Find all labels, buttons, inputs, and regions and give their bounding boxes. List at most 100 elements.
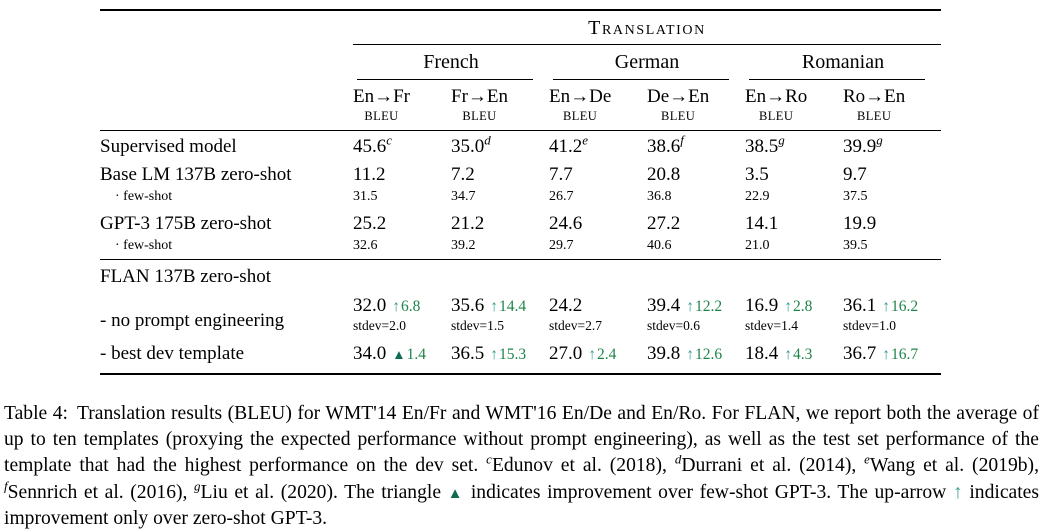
up-arrow-icon: ↑ (686, 346, 694, 364)
table-row-base-lm-zero-shot: Base LM 137B zero-shot 11.2 7.2 7.7 20.8… (100, 161, 941, 189)
metric-label: BLEU (563, 108, 598, 123)
reference-superscript: e (864, 451, 870, 467)
up-arrow-icon: ↑ (490, 297, 498, 315)
bleu-value: 40.6 (647, 238, 672, 254)
column-header: Ro→En BLEU (843, 85, 941, 124)
bleu-value: 36.5 (451, 343, 485, 365)
reference-superscript: f (680, 132, 684, 148)
bleu-value: 35.6 (451, 294, 485, 316)
up-arrow-icon: ↑ (784, 346, 792, 364)
direction-label: Fr→En (451, 86, 508, 107)
bleu-value: 19.9 (843, 212, 877, 234)
reference-superscript: d (674, 451, 682, 467)
row-label: GPT-3 175B zero-shot (100, 212, 272, 234)
reference-superscript: g (778, 132, 785, 148)
bleu-value: 32.6 (353, 238, 378, 254)
up-arrow-icon: ↑ (882, 297, 890, 315)
bleu-value: 21.0 (745, 238, 770, 254)
caption-text: Edunov et al. (2018), (491, 455, 675, 477)
direction-label: En→Ro (745, 86, 808, 107)
reference-superscript: c (486, 451, 492, 467)
stdev-note: stdev=1.4 (745, 318, 798, 334)
bleu-value: 39.8 (647, 343, 681, 365)
document-page: Translation French German Romanian En→Fr… (4, 9, 1039, 529)
triangle-icon: ▲ (392, 347, 406, 363)
bleu-value: 11.2 (353, 163, 386, 185)
group-header-german: German (614, 51, 680, 73)
column-header: En→Fr BLEU (353, 85, 451, 124)
table-row-base-lm-few-shot: · few-shot 31.5 34.7 26.7 36.8 22.9 37.5 (100, 188, 941, 210)
reference-superscript: e (582, 132, 589, 148)
row-label: · few-shot (115, 238, 173, 254)
row-label: - best dev template (100, 343, 245, 365)
bleu-value-cell: 39.4 ↑12.2 stdev=0.6 (647, 294, 745, 335)
direction-label: En→Fr (353, 86, 410, 107)
column-header: En→De BLEU (549, 85, 647, 124)
stdev-note: stdev=1.5 (451, 318, 504, 334)
bleu-value-cell: 27.0 ↑2.4 (549, 342, 647, 367)
bleu-value: 7.2 (451, 163, 475, 185)
group-rule-romanian (749, 79, 925, 80)
reference-superscript: f (4, 478, 8, 494)
bleu-value: 24.6 (549, 212, 583, 234)
bleu-value: 35.0d (451, 132, 491, 157)
bleu-value-cell: 36.5 ↑15.3 (451, 342, 549, 367)
header-rule (100, 129, 941, 131)
triangle-icon: ▲ (447, 485, 465, 502)
delta-annotation: 14.4 (499, 297, 527, 315)
language-group-row: French German Romanian (100, 45, 941, 79)
bleu-value: 39.4 (647, 294, 681, 316)
stdev-note: stdev=0.6 (647, 318, 700, 334)
delta-annotation: 2.8 (793, 297, 813, 315)
group-header-french: French (423, 51, 479, 73)
results-table: Translation French German Romanian En→Fr… (100, 9, 941, 375)
table-row-gpt3-zero-shot: GPT-3 175B zero-shot 25.2 21.2 24.6 27.2… (100, 210, 941, 238)
delta-annotation: 4.3 (793, 346, 813, 364)
up-arrow-icon: ↑ (952, 481, 963, 503)
bleu-value: 14.1 (745, 212, 779, 234)
bleu-value: 36.1 (843, 294, 877, 316)
bleu-value: 18.4 (745, 343, 779, 365)
bleu-value: 20.8 (647, 163, 681, 185)
bleu-value: 34.0 (353, 343, 387, 365)
caption-text: Wang et al. (2019b), (869, 455, 1039, 477)
group-rule-german (553, 79, 729, 80)
bleu-value: 16.9 (745, 294, 779, 316)
table-row-flan-best-dev-template: - best dev template 34.0 ▲1.4 36.5 ↑15.3 2… (100, 334, 941, 373)
row-label: Supervised model (100, 135, 237, 157)
bleu-value-cell: 39.8 ↑12.6 (647, 342, 745, 367)
bleu-value: 29.7 (549, 238, 574, 254)
column-header-row: En→Fr BLEU Fr→En BLEU En→De BLEU De→En BLEU … (100, 80, 941, 130)
bleu-value: 24.2 (549, 294, 583, 316)
bleu-value: 7.7 (549, 163, 573, 185)
up-arrow-icon: ↑ (686, 297, 694, 315)
up-arrow-icon: ↑ (882, 346, 890, 364)
bleu-value: 27.2 (647, 212, 681, 234)
group-rule-french (357, 79, 533, 80)
column-header: De→En BLEU (647, 85, 745, 124)
delta-annotation: 12.6 (695, 346, 723, 364)
stdev-note: stdev=2.0 (353, 318, 406, 334)
delta-annotation: 15.3 (499, 346, 527, 364)
caption-text: indicates improvement over few-shot GPT-… (464, 481, 953, 503)
section-rule (100, 258, 941, 260)
delta-annotation: 6.8 (401, 297, 421, 315)
up-arrow-icon: ↑ (490, 346, 498, 364)
metric-label: BLEU (661, 108, 696, 123)
stdev-note: stdev=2.7 (549, 318, 602, 334)
bleu-value: 21.2 (451, 212, 485, 234)
caption-text: Sennrich et al. (2016), (7, 481, 195, 503)
table-row-supervised: Supervised model 45.6c 35.0d 41.2e 38.6f… (100, 131, 941, 161)
caption-text: Translation results (BLEU) for WMT'14 En… (4, 402, 1039, 477)
direction-label: Ro→En (843, 86, 906, 107)
table-row-flan-no-prompt-engineering: - no prompt engineering 32.0 ↑6.8 stdev=2.… (100, 290, 941, 335)
up-arrow-icon: ↑ (392, 297, 400, 315)
bleu-value-cell: 24.2 stdev=2.7 (549, 294, 647, 335)
bleu-value: 39.9g (843, 132, 883, 157)
metric-label: BLEU (759, 108, 794, 123)
bleu-value: 27.0 (549, 343, 583, 365)
table-title: Translation (353, 11, 941, 45)
bleu-value: 36.8 (647, 189, 672, 205)
bleu-value: 38.6f (647, 132, 684, 157)
column-header: En→Ro BLEU (745, 85, 843, 124)
